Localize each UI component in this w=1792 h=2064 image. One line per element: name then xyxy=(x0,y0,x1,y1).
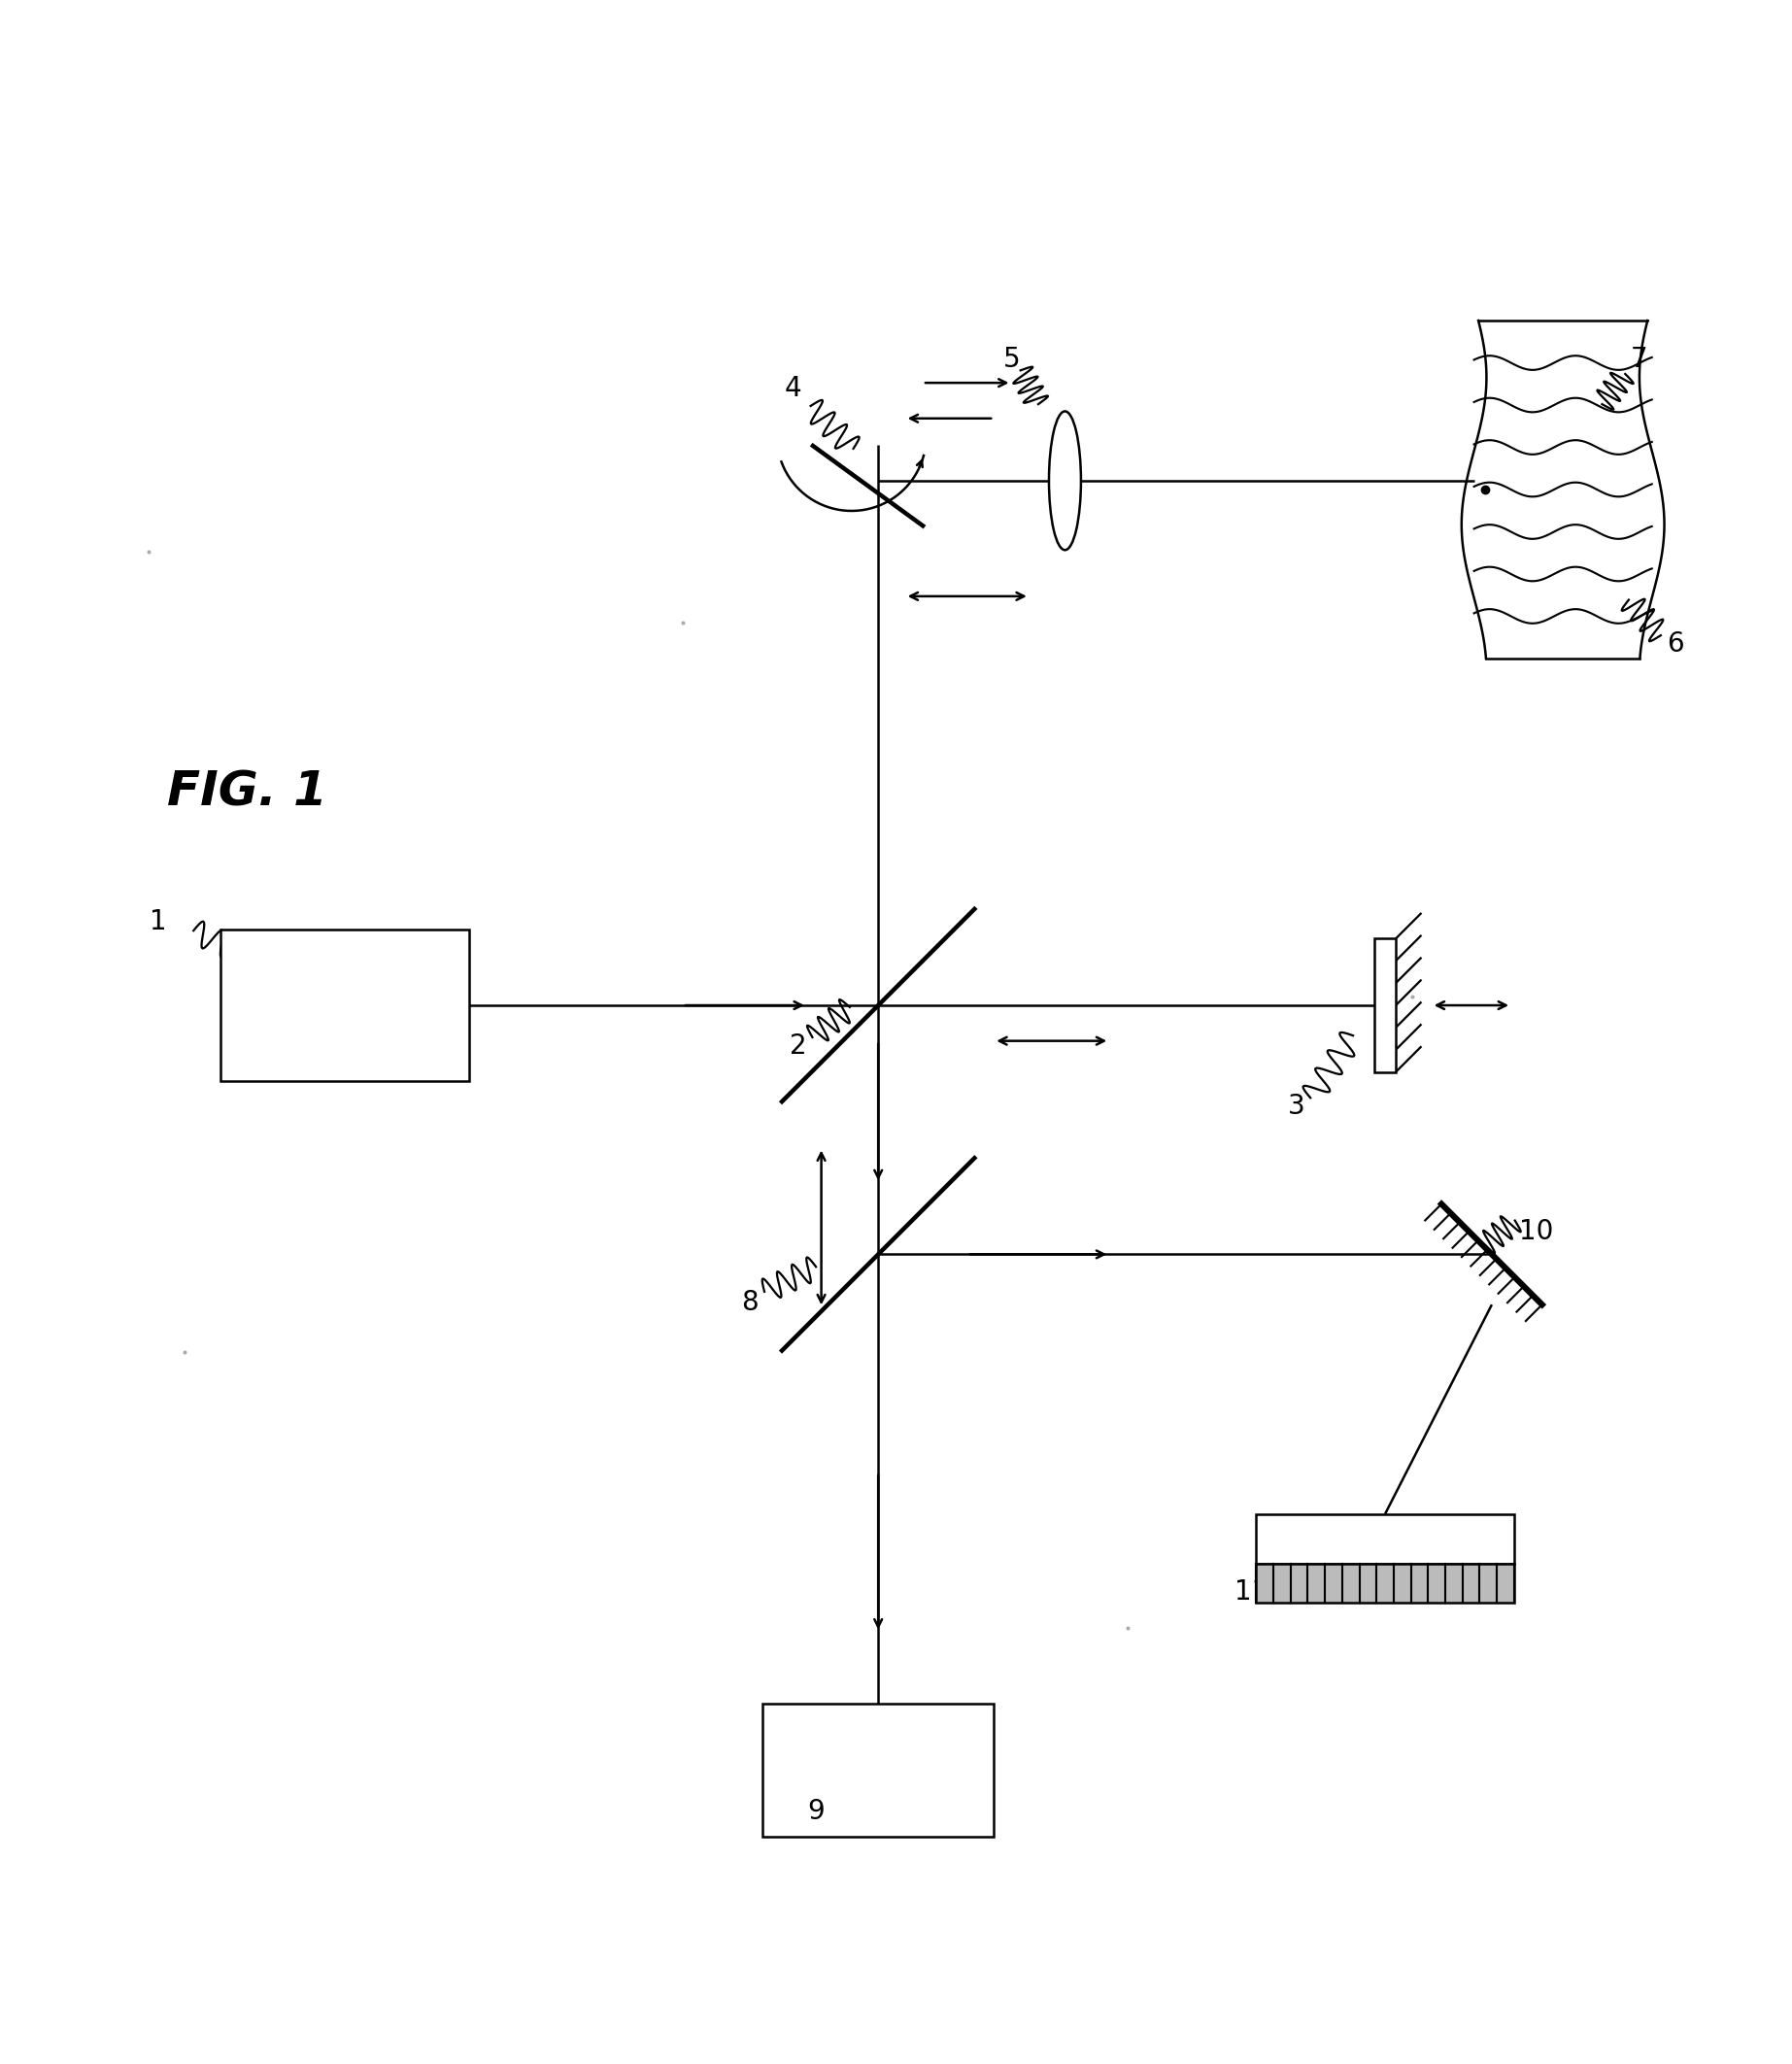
Bar xyxy=(1256,1565,1514,1604)
Text: 7: 7 xyxy=(1631,347,1649,374)
Text: FIG. 1: FIG. 1 xyxy=(167,768,326,815)
Text: 5: 5 xyxy=(1004,347,1020,374)
Text: 9: 9 xyxy=(808,1798,824,1825)
Text: 11: 11 xyxy=(1235,1579,1269,1606)
Bar xyxy=(220,929,470,1082)
Text: 1: 1 xyxy=(149,908,167,935)
Bar xyxy=(1374,939,1396,1071)
Text: 6: 6 xyxy=(1667,632,1683,658)
Bar xyxy=(763,1703,995,1837)
Text: 8: 8 xyxy=(742,1288,758,1317)
Ellipse shape xyxy=(1048,411,1081,549)
Bar xyxy=(1256,1515,1514,1565)
Text: 3: 3 xyxy=(1287,1094,1305,1121)
Text: 4: 4 xyxy=(785,374,801,402)
Text: 2: 2 xyxy=(790,1032,806,1059)
Text: 10: 10 xyxy=(1520,1218,1554,1245)
